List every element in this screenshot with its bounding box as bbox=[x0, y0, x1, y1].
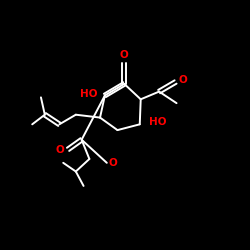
Text: O: O bbox=[56, 145, 64, 155]
Text: O: O bbox=[178, 76, 187, 86]
Text: O: O bbox=[109, 158, 118, 168]
Text: HO: HO bbox=[80, 88, 97, 99]
Text: O: O bbox=[120, 50, 128, 60]
Text: HO: HO bbox=[150, 118, 167, 128]
